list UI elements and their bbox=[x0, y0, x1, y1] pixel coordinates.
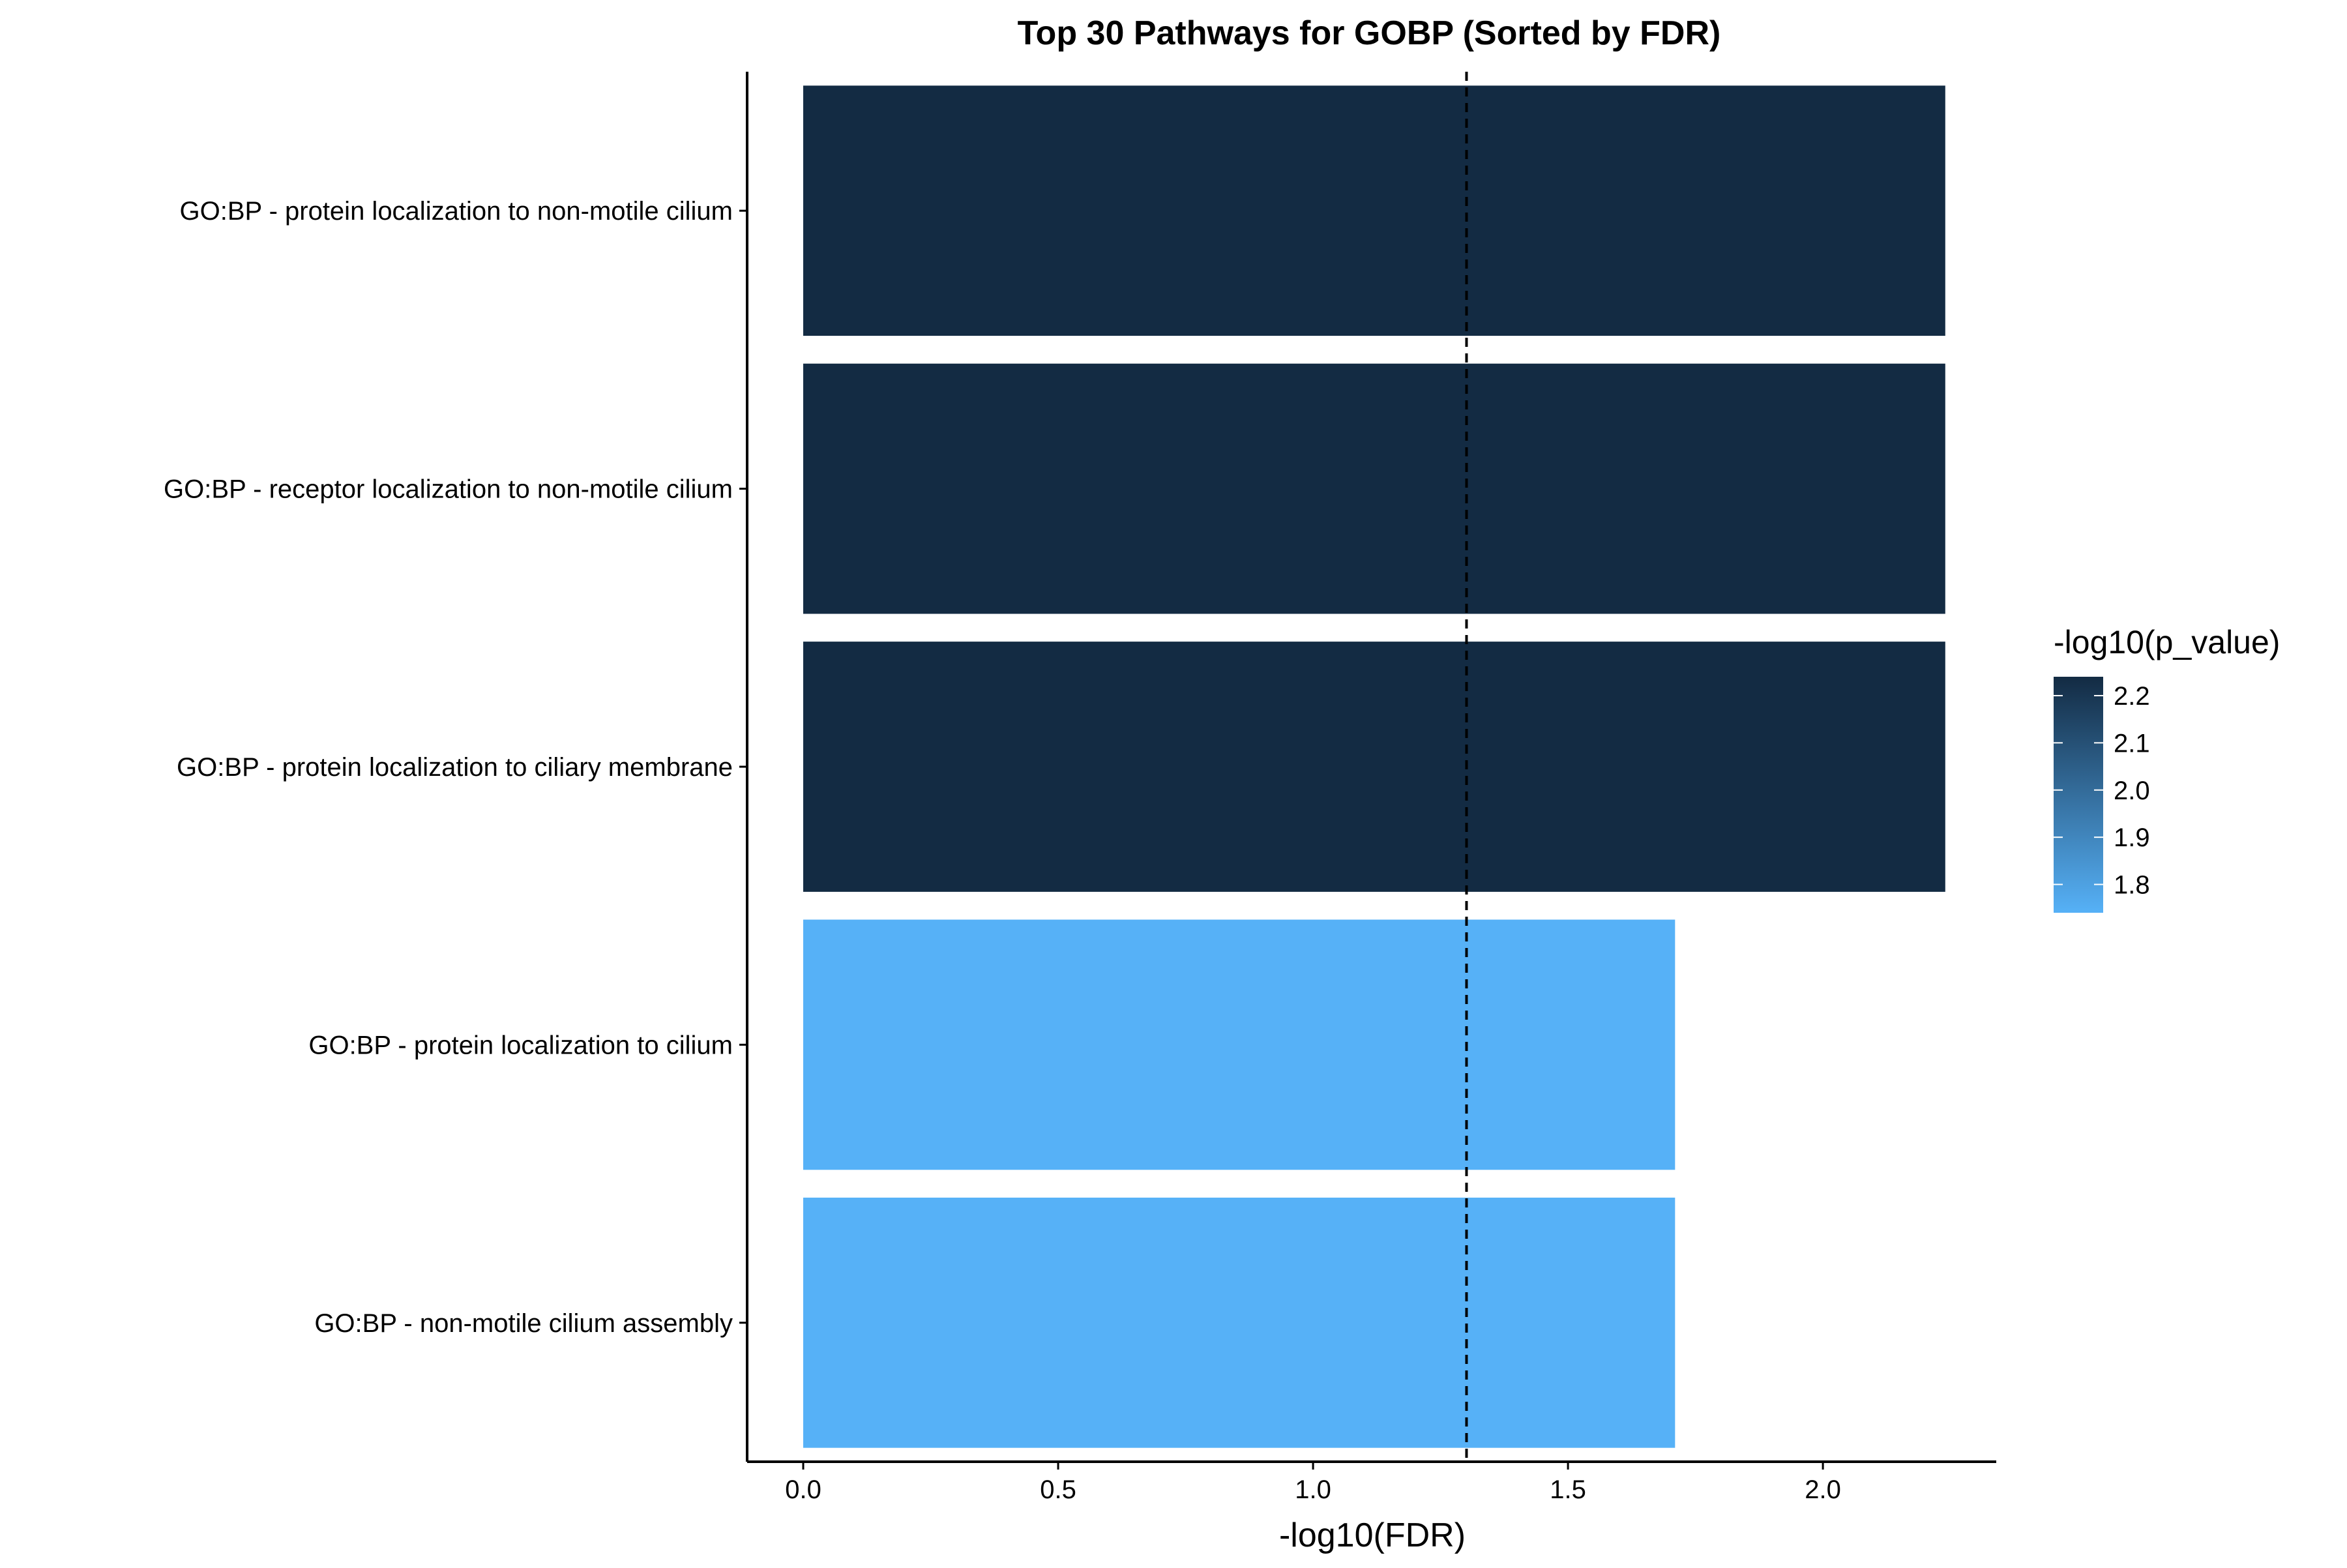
bar bbox=[803, 363, 1945, 614]
legend-tick-label: 2.0 bbox=[2114, 777, 2150, 805]
legend-ticks-group: 2.2 2.1 2.0 1.9 1.8 bbox=[2054, 682, 2150, 900]
legend-tick-label: 1.8 bbox=[2114, 871, 2150, 900]
x-axis-title: -log10(FDR) bbox=[1279, 1516, 1466, 1554]
color-legend: -log10(p_value) 2.2 2.1 2.0 1.9 1.8 bbox=[2054, 624, 2280, 913]
legend-title: -log10(p_value) bbox=[2054, 624, 2280, 660]
legend-tick-label: 2.2 bbox=[2114, 682, 2150, 711]
x-tick-label: 1.0 bbox=[1295, 1475, 1331, 1504]
legend-tick-label: 1.9 bbox=[2114, 823, 2150, 852]
bar bbox=[803, 642, 1945, 892]
x-tick-label: 2.0 bbox=[1805, 1475, 1841, 1504]
legend-colorbar bbox=[2054, 677, 2103, 913]
x-tick-label: 1.5 bbox=[1550, 1475, 1586, 1504]
x-tick-label: 0.0 bbox=[785, 1475, 821, 1504]
category-label: GO:BP - non-motile cilium assembly bbox=[314, 1309, 733, 1338]
legend-tick-label: 2.1 bbox=[2114, 729, 2150, 758]
x-tick-label: 0.5 bbox=[1040, 1475, 1076, 1504]
category-labels-group: GO:BP - protein localization to non-moti… bbox=[164, 197, 747, 1338]
category-label: GO:BP - protein localization to non-moti… bbox=[179, 197, 733, 226]
bar bbox=[803, 919, 1675, 1170]
category-label: GO:BP - receptor localization to non-mot… bbox=[164, 475, 733, 504]
bar bbox=[803, 1197, 1675, 1448]
category-label: GO:BP - protein localization to cilium bbox=[308, 1031, 733, 1059]
chart-title: Top 30 Pathways for GOBP (Sorted by FDR) bbox=[1018, 14, 1721, 52]
category-label: GO:BP - protein localization to ciliary … bbox=[177, 753, 733, 782]
bars-group bbox=[803, 85, 1945, 1448]
x-ticks-group: 0.0 0.5 1.0 1.5 2.0 bbox=[785, 1462, 1841, 1504]
bar bbox=[803, 85, 1945, 336]
